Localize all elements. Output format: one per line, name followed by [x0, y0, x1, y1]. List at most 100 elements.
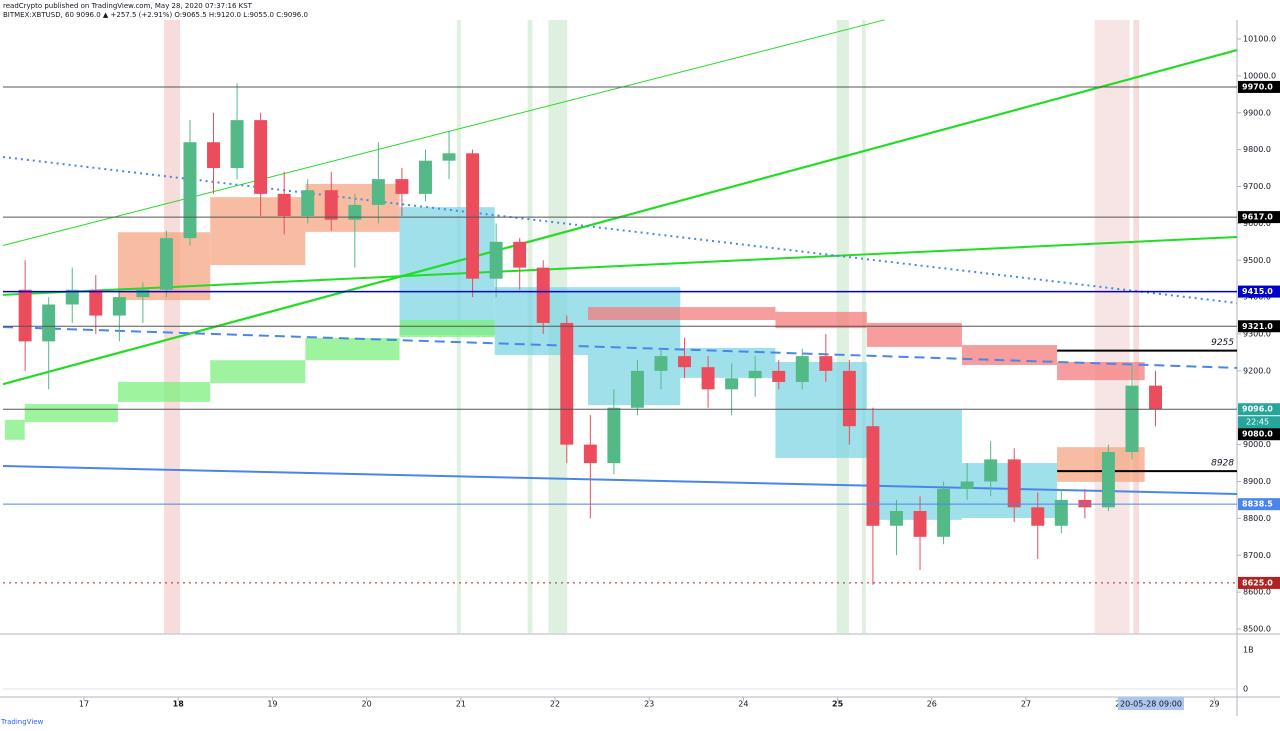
candle-body: [419, 160, 432, 194]
candle-body: [1149, 385, 1162, 410]
candle-body: [65, 289, 79, 305]
plot-area: [2, 19, 1238, 634]
candle-body: [466, 153, 480, 279]
candle-body: [207, 142, 221, 169]
candle-body: [1078, 499, 1092, 508]
price-badge-bg: [1238, 211, 1280, 224]
y-tick-label: 8600.0: [1243, 588, 1271, 597]
x-tick-label: 24: [738, 700, 748, 709]
candle-body: [607, 407, 621, 464]
trendline: [2, 325, 1238, 369]
price-badge-bg: [1238, 428, 1280, 441]
price-badge-bg: [1238, 285, 1280, 298]
countdown: 22:45: [1246, 418, 1269, 427]
time-badge-bg: [1118, 697, 1184, 710]
candle-body: [112, 297, 126, 316]
x-tick-label: 18: [173, 700, 185, 709]
trendline: [2, 236, 1238, 296]
candle-body: [819, 356, 833, 371]
candle-body: [324, 190, 338, 220]
zone: [117, 381, 211, 402]
price-badge-bg: [1238, 403, 1280, 416]
y-tick-label: 9800.0: [1243, 145, 1271, 154]
candle-body: [654, 356, 668, 371]
candle-body: [1007, 459, 1021, 508]
candle-body: [489, 241, 503, 279]
candle-body: [937, 488, 951, 537]
zone: [210, 360, 306, 384]
panel-label: 0: [1243, 685, 1248, 694]
x-tick-label: 21: [456, 700, 466, 709]
candle-body: [1031, 507, 1045, 526]
annotation-label: 8928: [1211, 459, 1234, 469]
candle-body: [866, 426, 880, 526]
x-tick-label: 17: [79, 700, 89, 709]
candle-body: [442, 153, 456, 161]
y-tick-label: 9200.0: [1243, 366, 1271, 375]
candle-body: [748, 370, 762, 379]
price-badge-bg: [1238, 576, 1280, 589]
candle-body: [1054, 499, 1068, 526]
zone: [24, 404, 118, 423]
price-badge-bg: [1238, 320, 1280, 333]
candle-body: [560, 322, 574, 445]
price-badge-bg: [1238, 80, 1280, 93]
candle-body: [960, 481, 974, 489]
price-badge: 9080.0: [1242, 430, 1273, 439]
y-tick-label: 9900.0: [1243, 108, 1271, 117]
panel-label: 1B: [1243, 646, 1254, 655]
candle-body: [630, 370, 644, 408]
y-tick-label: 10000.0: [1243, 71, 1276, 80]
x-tick-label: 20: [362, 700, 372, 709]
zone: [399, 319, 495, 337]
zone: [866, 322, 962, 347]
price-badge: 9415.0: [1242, 287, 1273, 296]
candle-body: [183, 142, 197, 239]
y-tick-label: 9600.0: [1243, 219, 1271, 228]
price-badge: 9970.0: [1242, 82, 1273, 91]
zone: [210, 197, 306, 266]
trendline: [2, 465, 1238, 496]
candle-body: [583, 444, 597, 464]
countdown-bg: [1238, 416, 1280, 429]
footer-logo: TradingView: [0, 718, 44, 726]
y-tick-label: 9500.0: [1243, 256, 1271, 265]
candle-body: [1101, 452, 1115, 508]
y-tick-label: 8900.0: [1243, 477, 1271, 486]
x-tick-label: 25: [832, 700, 844, 709]
y-tick-label: 9700.0: [1243, 182, 1271, 191]
zone: [4, 419, 25, 440]
price-badge: 8625.0: [1242, 578, 1273, 587]
x-tick-label: 26: [927, 700, 937, 709]
x-tick-label: 22: [550, 700, 560, 709]
zone: [1057, 447, 1145, 482]
candle-body: [159, 238, 173, 290]
y-tick-label: 9000.0: [1243, 440, 1271, 449]
x-tick-label: 23: [644, 700, 654, 709]
zone: [305, 338, 400, 361]
header-line: readCrypto published on TradingView.com,…: [3, 2, 253, 10]
header-line: BITMEX:XBTUSD, 60 9096.0 ▲ +257.5 (+2.91…: [3, 11, 308, 19]
candle-body: [42, 304, 56, 342]
candle-body: [842, 370, 856, 427]
candle-body: [536, 267, 550, 323]
candle-body: [136, 289, 150, 298]
candle-body: [1125, 385, 1139, 452]
highlight-band: [164, 20, 181, 634]
x-tick-label: 19: [267, 700, 277, 709]
x-tick-label: 29: [1209, 700, 1219, 709]
candle-body: [18, 289, 32, 342]
y-tick-label: 9300.0: [1243, 330, 1271, 339]
candle-body: [371, 179, 385, 205]
candle-body: [395, 179, 409, 194]
zone: [1057, 362, 1145, 381]
candle-body: [254, 120, 268, 194]
candle-body: [725, 378, 739, 390]
candle-body: [513, 241, 527, 268]
zone: [775, 311, 867, 329]
zone: [587, 307, 681, 320]
y-tick-label: 10100.0: [1243, 35, 1276, 44]
highlight-band: [1094, 20, 1130, 634]
candle-body: [348, 204, 362, 220]
